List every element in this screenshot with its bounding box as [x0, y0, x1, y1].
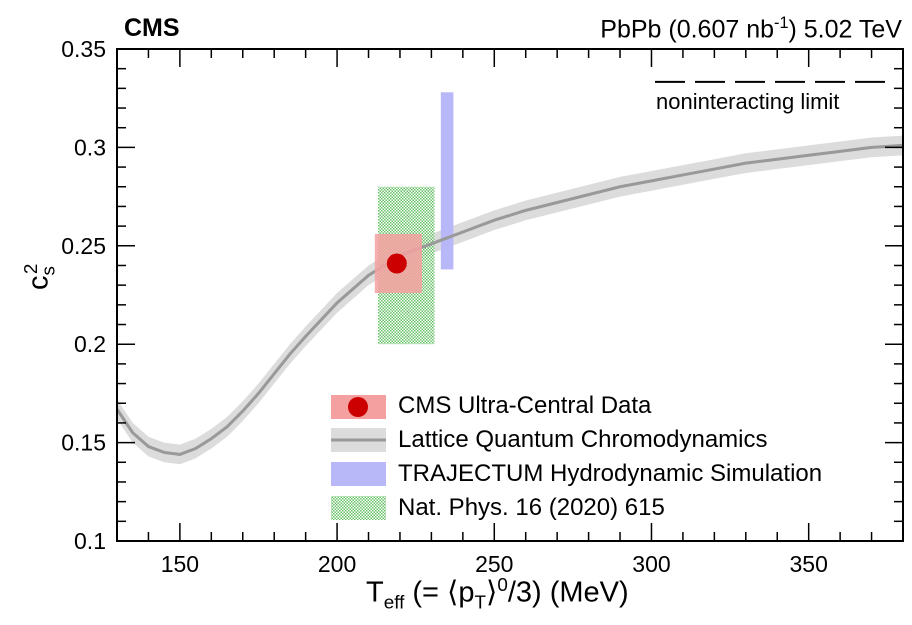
y-axis-title: cs2 [20, 263, 59, 290]
y-tick-label: 0.1 [74, 528, 106, 554]
legend-label-trajectum: TRAJECTUM Hydrodynamic Simulation [398, 460, 823, 487]
legend-label-natphys: Nat. Phys. 16 (2020) 615 [398, 494, 665, 521]
cms-data-point [386, 253, 407, 274]
experiment-label: CMS [124, 14, 180, 42]
y-tick-label: 0.35 [61, 36, 106, 62]
x-tick-label: 250 [475, 551, 513, 577]
plot-frame [116, 48, 904, 542]
x-tick-label: 350 [789, 551, 827, 577]
x-tick-label: 150 [161, 551, 199, 577]
collision-label: PbPb (0.607 nb-1) 5.02 TeV [600, 14, 902, 44]
noninteracting-label: noninteracting limit [656, 89, 840, 114]
x-tick-label: 300 [632, 551, 670, 577]
x-axis-title: Teff (= ⟨pT⟩0/3) (MeV) [366, 574, 629, 613]
legend-swatch-trajectum [331, 462, 386, 486]
y-tick-label: 0.15 [61, 430, 106, 456]
y-tick-label: 0.25 [61, 233, 106, 259]
x-tick-label: 200 [318, 551, 356, 577]
legend-swatch-natphys [331, 496, 386, 520]
y-tick-label: 0.3 [74, 134, 106, 160]
legend-label-cms: CMS Ultra-Central Data [398, 392, 652, 419]
legend-label-lqcd: Lattice Quantum Chromodynamics [398, 426, 768, 453]
trajectum-bar [440, 92, 454, 270]
y-tick-label: 0.2 [74, 331, 106, 357]
legend-swatch-cms-point [348, 397, 368, 417]
